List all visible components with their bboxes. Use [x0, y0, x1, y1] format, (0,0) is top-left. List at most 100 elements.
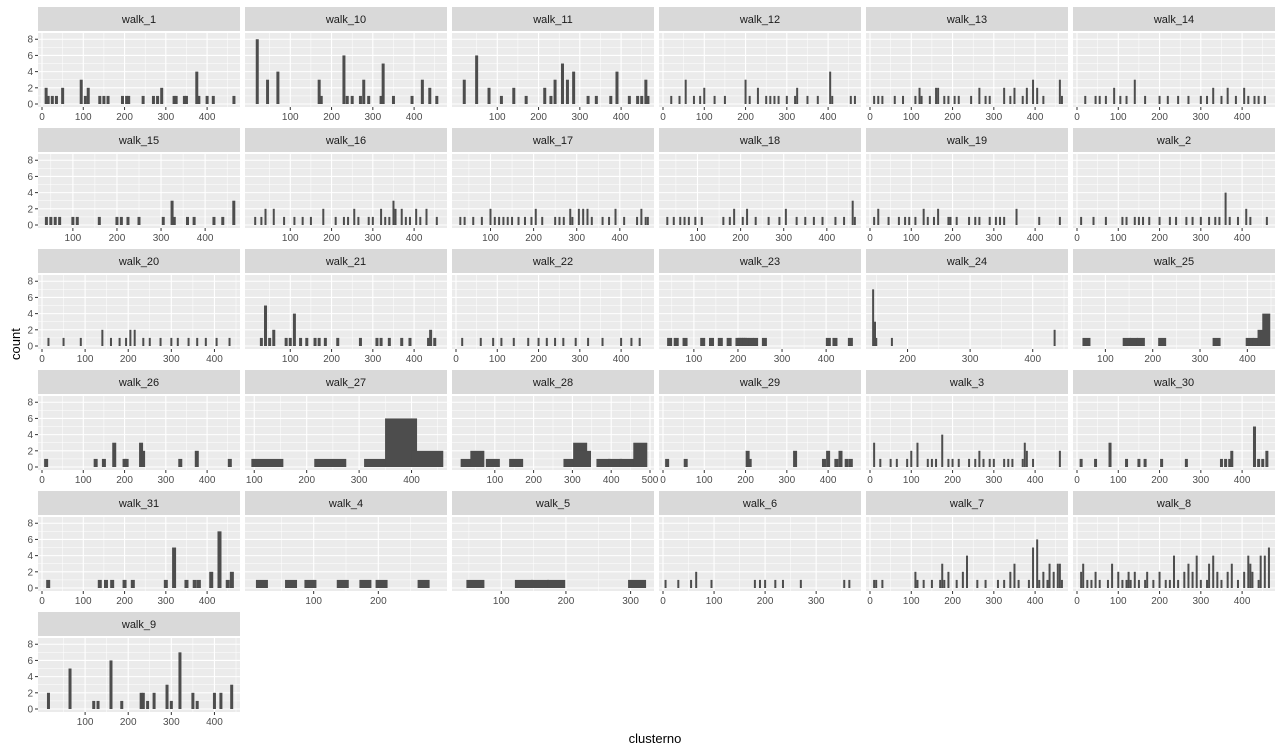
facet-panel: walk_10 100 200 300 400	[245, 7, 447, 123]
bar	[75, 216, 79, 225]
bar	[1142, 216, 1145, 225]
bar	[479, 337, 482, 346]
x-tick-label: 100	[77, 354, 94, 365]
bar	[767, 216, 770, 225]
bar	[847, 337, 853, 346]
x-tick-label: 100	[75, 112, 92, 123]
bar	[305, 337, 309, 346]
bar	[1060, 95, 1063, 104]
bar	[949, 216, 952, 225]
x-tick-label: 300	[985, 475, 1002, 486]
bar	[187, 337, 190, 346]
facet-strip-label: walk_5	[535, 498, 570, 510]
bar	[489, 208, 492, 225]
facet-strip	[452, 491, 654, 515]
bar	[512, 87, 516, 104]
bar	[957, 95, 960, 104]
bar	[636, 95, 640, 104]
bar	[466, 579, 485, 588]
bar	[125, 337, 128, 346]
bar	[362, 79, 366, 104]
bar	[381, 63, 385, 104]
bar	[569, 208, 572, 225]
bar	[619, 458, 634, 467]
x-tick-label: 300	[163, 717, 180, 728]
bar	[713, 95, 716, 104]
bar	[1208, 563, 1211, 588]
bar	[1259, 555, 1262, 588]
bar	[1046, 579, 1049, 588]
facet-strip	[38, 7, 240, 31]
x-tick-label: 400	[199, 112, 216, 123]
bar	[259, 337, 263, 346]
bar	[586, 208, 589, 225]
x-tick-label: 100	[75, 596, 92, 607]
bar	[984, 579, 987, 588]
bar	[754, 216, 757, 225]
bar	[722, 216, 725, 225]
bar	[753, 579, 756, 588]
y-tick-label: 2	[27, 204, 33, 215]
x-tick-label: 200	[530, 354, 547, 365]
bar	[71, 216, 75, 225]
facet-panel: walk_13 0 100 200 300 400	[866, 7, 1068, 123]
facet-strip	[866, 7, 1068, 31]
bar	[1187, 563, 1190, 588]
bar	[196, 337, 199, 346]
bar	[1117, 571, 1120, 588]
bar	[877, 95, 880, 104]
bar	[345, 95, 349, 104]
bar	[935, 87, 938, 104]
bar	[1127, 571, 1130, 588]
x-tick-label: 0	[1074, 475, 1080, 486]
x-tick-label: 200	[1151, 596, 1168, 607]
x-tick-label: 0	[867, 596, 873, 607]
bar	[498, 216, 501, 225]
x-tick-label: 300	[568, 233, 585, 244]
bar	[1136, 337, 1145, 346]
bar	[795, 216, 798, 225]
bar	[342, 55, 346, 104]
bar	[511, 216, 514, 225]
bar	[1111, 563, 1114, 588]
bar	[764, 579, 767, 588]
x-tick-label: 200	[1151, 233, 1168, 244]
bar	[44, 216, 48, 225]
x-tick-label: 200	[737, 112, 754, 123]
bar	[1243, 571, 1246, 588]
bar	[1160, 458, 1164, 467]
bar	[1212, 555, 1215, 588]
bar	[195, 71, 199, 104]
x-tick-label: 200	[899, 354, 916, 365]
bar	[120, 95, 124, 104]
facet-strip-label: walk_16	[325, 135, 366, 147]
facet-panel: walk_2 0 100 200 300 400	[1073, 128, 1275, 244]
facet-strip	[38, 370, 240, 394]
bar	[1119, 95, 1122, 104]
facet-strip-label: walk_14	[1153, 14, 1194, 26]
bar	[608, 458, 623, 467]
bar	[747, 458, 752, 467]
bar	[774, 579, 777, 588]
bar	[853, 216, 856, 225]
bar	[435, 95, 439, 104]
x-tick-label: 300	[1192, 112, 1209, 123]
bar	[211, 95, 215, 104]
bar	[152, 692, 156, 709]
x-tick-label: 200	[944, 233, 961, 244]
x-tick-label: 300	[808, 596, 825, 607]
facet-panel: walk_15 100 200 300 400 0 2 4 6 8	[27, 128, 240, 244]
bar	[151, 95, 155, 104]
bar	[746, 208, 749, 225]
bar	[367, 216, 370, 225]
facet-strip	[245, 128, 447, 152]
y-tick-label: 8	[27, 640, 33, 651]
bar	[558, 216, 561, 225]
facet-panel: walk_21 100 200 300 400	[245, 249, 447, 365]
bar	[761, 337, 767, 346]
bar	[955, 216, 958, 225]
bar	[364, 458, 397, 467]
bar	[109, 660, 113, 709]
x-tick-label: 200	[525, 475, 542, 486]
bar	[1177, 95, 1180, 104]
